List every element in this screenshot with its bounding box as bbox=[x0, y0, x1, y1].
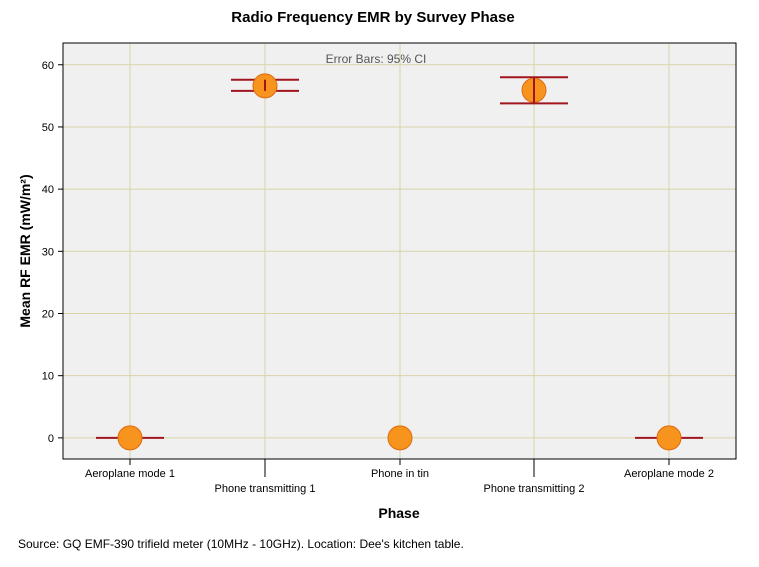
y-tick-label: 0 bbox=[48, 433, 54, 445]
y-axis-label: Mean RF EMR (mW/m²) bbox=[17, 174, 33, 327]
source-note: Source: GQ EMF-390 trifield meter (10MHz… bbox=[18, 537, 464, 551]
data-point bbox=[117, 425, 143, 451]
error-bar-annotation: Error Bars: 95% CI bbox=[326, 52, 427, 66]
y-tick-label: 20 bbox=[42, 308, 54, 320]
x-tick-label: Phone transmitting 1 bbox=[215, 483, 316, 495]
grid bbox=[63, 43, 736, 459]
y-tick-label: 60 bbox=[42, 60, 54, 72]
x-tick-label: Aeroplane mode 2 bbox=[624, 468, 714, 480]
y-tick-label: 50 bbox=[42, 122, 54, 134]
y-tick-label: 10 bbox=[42, 371, 54, 383]
x-tick-label: Phone transmitting 2 bbox=[484, 483, 585, 495]
axis-ticks: 0 10 20 30 40 50 60 Aeroplane mode 1 Phone trans… bbox=[42, 60, 714, 495]
y-tick-label: 30 bbox=[42, 246, 54, 258]
chart-title: Radio Frequency EMR by Survey Phase bbox=[231, 9, 514, 26]
data-point bbox=[387, 425, 413, 451]
y-tick-label: 40 bbox=[42, 184, 54, 196]
x-tick-label: Aeroplane mode 1 bbox=[85, 468, 175, 480]
data-marks bbox=[96, 73, 703, 451]
x-axis-label: Phase bbox=[378, 505, 419, 521]
data-point bbox=[656, 425, 682, 451]
x-tick-label: Phone in tin bbox=[371, 468, 429, 480]
